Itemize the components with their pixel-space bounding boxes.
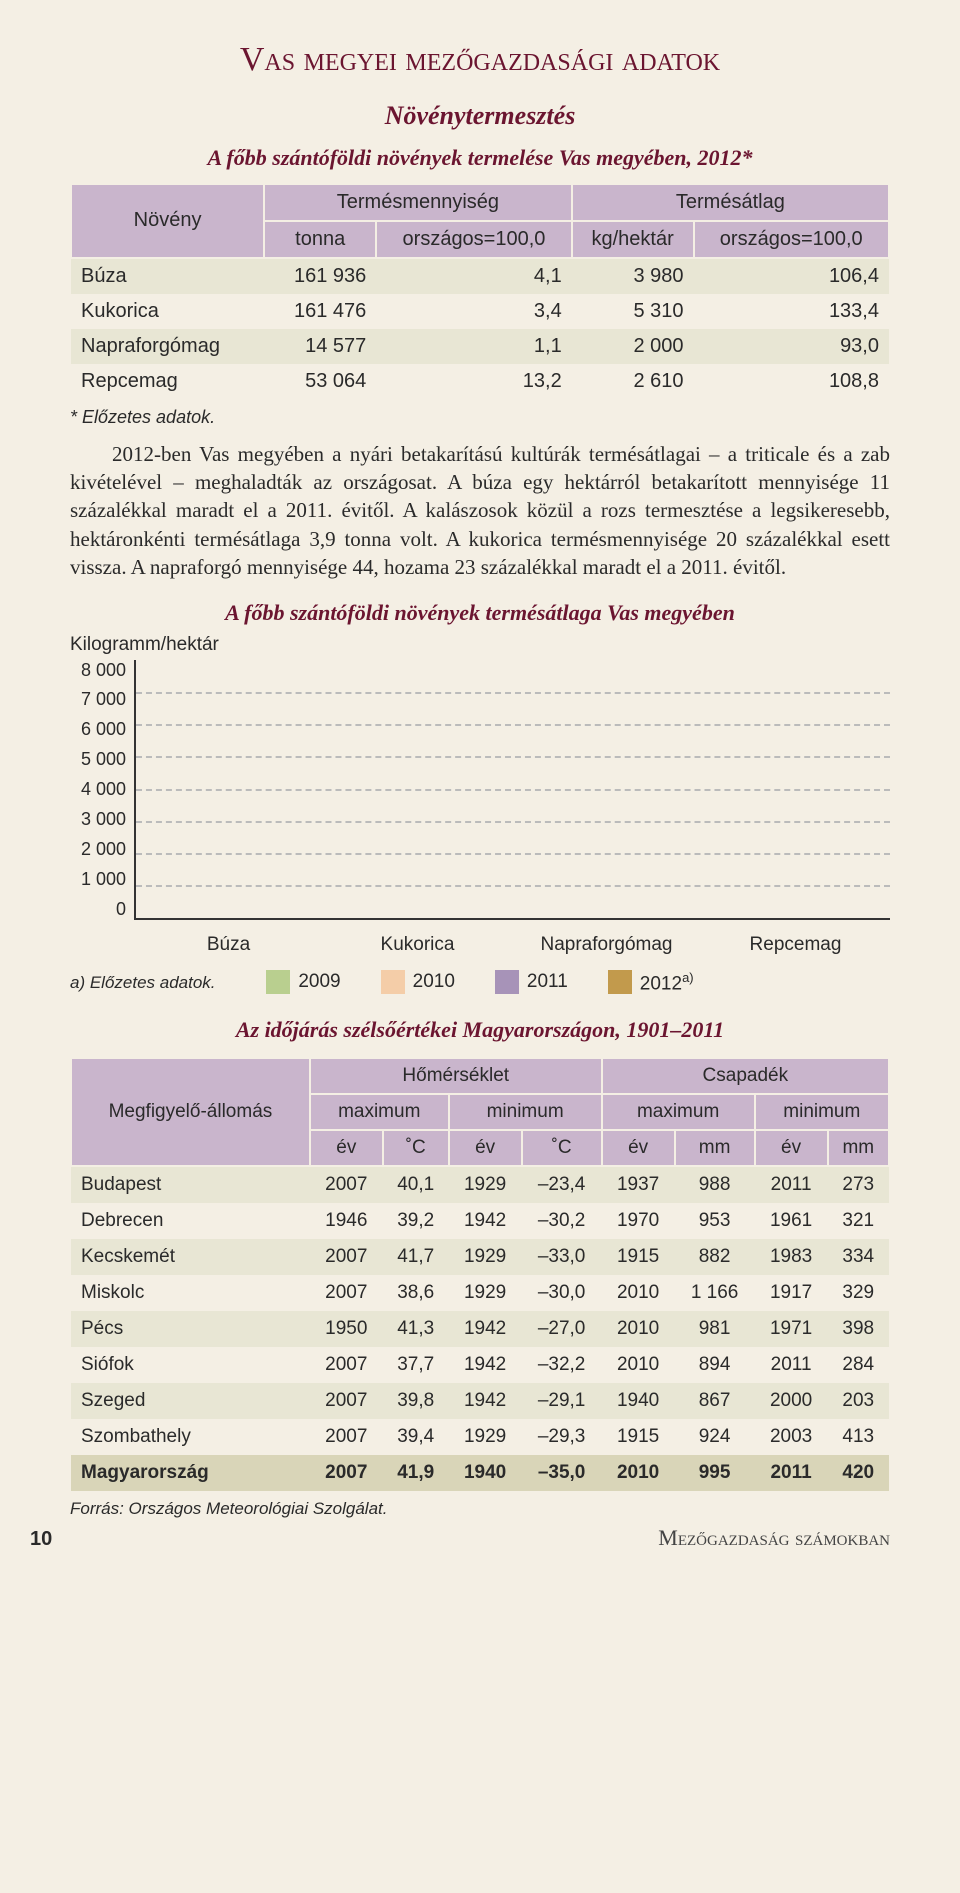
th-orsz1: országos=100,0 [376,221,571,258]
chart-x-tick: Kukorica [323,934,512,956]
legend-item: 2010 [381,970,455,994]
chart-x-tick: Repcemag [701,934,890,956]
legend-item: 2009 [266,970,340,994]
th-hom: Hőmérséklet [310,1058,602,1094]
th-noveny: Növény [71,184,264,258]
th-c: ˚C [383,1130,449,1166]
legend-swatch [495,970,519,994]
weather-caption: Az időjárás szélsőértékei Magyarországon… [70,1017,890,1043]
th-mm: mm [828,1130,889,1166]
table-row: Szeged200739,81942–29,119408672000203 [71,1383,889,1419]
th-ev: év [602,1130,675,1166]
table-row: Pécs195041,31942–27,020109811971398 [71,1311,889,1347]
th-csap-max: maximum [602,1094,755,1130]
th-termesatlag: Termésátlag [572,184,889,221]
th-hom-max: maximum [310,1094,449,1130]
chart-y-axis: 8 0007 0006 0005 0004 0003 0002 0001 000… [70,660,134,920]
table-row: Miskolc200738,61929–30,020101 1661917329 [71,1275,889,1311]
table1-caption: A főbb szántóföldi növények termelése Va… [70,145,890,171]
th-tonna: tonna [264,221,376,258]
legend-swatch [381,970,405,994]
crops-table: Növény Termésmennyiség Termésátlag tonna… [70,183,890,399]
table-row: Budapest200740,11929–23,419379882011273 [71,1166,889,1203]
th-ev: év [449,1130,522,1166]
page-title: Vas megyei mezőgazdasági adatok [70,40,890,81]
chart-plot [134,660,890,920]
weather-table: Megfigyelő-állomás Hőmérséklet Csapadék … [70,1057,890,1491]
table-row: Búza161 9364,13 980106,4 [71,258,889,294]
legend-item: 2011 [495,970,568,994]
chart-x-labels: BúzaKukoricaNapraforgómagRepcemag [134,934,890,956]
th-mm: mm [675,1130,755,1166]
page-number: 10 [30,1528,52,1551]
table-total-row: Magyarország200741,91940–35,020109952011… [71,1455,889,1491]
th-csap: Csapadék [602,1058,889,1094]
table1-footnote: * Előzetes adatok. [70,407,890,428]
table-row: Szombathely200739,41929–29,3191592420034… [71,1419,889,1455]
th-ev: év [310,1130,383,1166]
table-row: Siófok200737,71942–32,220108942011284 [71,1347,889,1383]
table-row: Repcemag53 06413,22 610108,8 [71,364,889,399]
th-ev: év [755,1130,828,1166]
chart-x-tick: Búza [134,934,323,956]
legend-swatch [608,970,632,994]
table-row: Kecskemét200741,71929–33,019158821983334 [71,1239,889,1275]
bar-chart: Kilogramm/hektár 8 0007 0006 0005 0004 0… [70,634,890,995]
chart-y-unit: Kilogramm/hektár [70,634,890,656]
legend-swatch [266,970,290,994]
weather-source: Forrás: Országos Meteorológiai Szolgálat… [70,1499,890,1519]
th-termesmennyiseg: Termésmennyiség [264,184,572,221]
table-row: Napraforgómag14 5771,12 00093,0 [71,329,889,364]
table-row: Debrecen194639,21942–30,219709531961321 [71,1203,889,1239]
th-orsz2: országos=100,0 [694,221,890,258]
th-hom-min: minimum [449,1094,602,1130]
table-row: Kukorica161 4763,45 310133,4 [71,294,889,329]
chart-footnote: a) Előzetes adatok. [70,973,890,993]
legend-item: 2012a) [608,970,694,995]
chart-caption: A főbb szántóföldi növények termésátlaga… [70,600,890,626]
th-c: ˚C [522,1130,602,1166]
section-subtitle: Növénytermesztés [70,101,890,131]
th-station: Megfigyelő-állomás [71,1058,310,1166]
th-kgha: kg/hektár [572,221,694,258]
body-paragraph: 2012-ben Vas megyében a nyári betakarítá… [70,440,890,582]
th-csap-min: minimum [755,1094,889,1130]
footer-branding: Mezőgazdaság számokban [658,1525,890,1551]
chart-x-tick: Napraforgómag [512,934,701,956]
